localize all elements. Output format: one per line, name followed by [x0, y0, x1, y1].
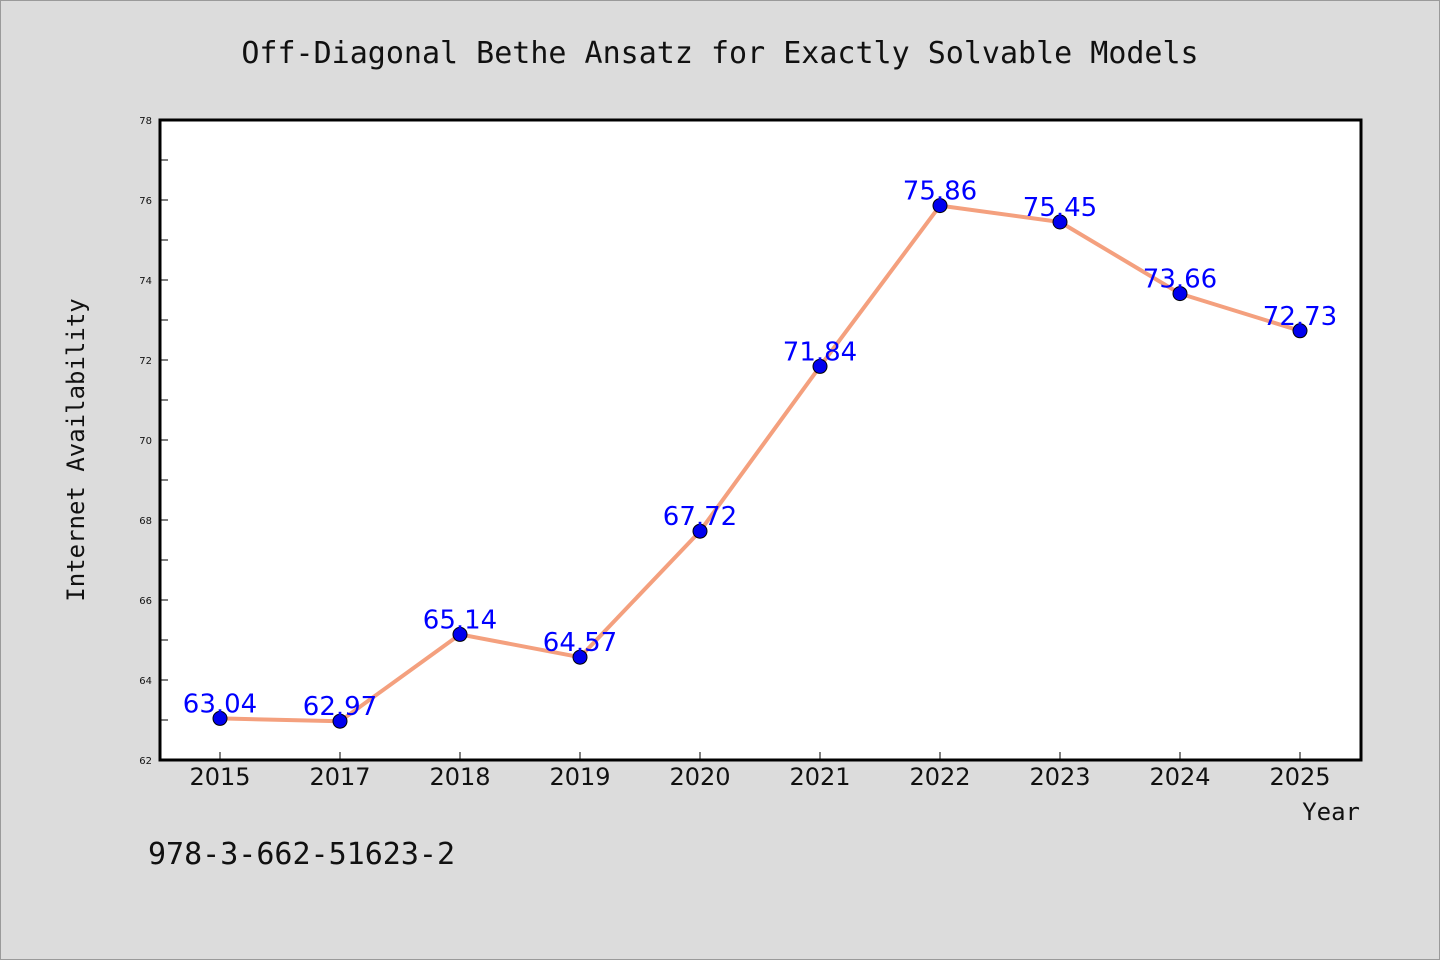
data-label: 72.73 [1263, 302, 1337, 332]
data-point [332, 713, 348, 729]
y-tick-label: 76 [139, 196, 152, 207]
data-label: 67.72 [663, 502, 737, 532]
y-tick-label: 72 [139, 356, 152, 367]
data-point [932, 198, 948, 214]
data-point [1292, 323, 1308, 339]
x-tick-label: 2023 [1029, 763, 1090, 791]
y-tick-label: 62 [139, 756, 152, 767]
y-tick-label: 66 [139, 596, 152, 607]
data-labels: 63.04 62.97 65.14 64.57 67.72 71.84 75.86 75.45… [183, 177, 1337, 723]
data-point [1172, 286, 1188, 302]
data-label: 63.04 [183, 689, 257, 719]
data-label: 73.66 [1143, 265, 1217, 295]
data-label: 75.86 [903, 177, 977, 207]
x-tick-label: 2019 [549, 763, 610, 791]
x-axis-ticks: 2015 2017 2018 2019 2020 2021 2022 2023 2024 2025 [189, 752, 1331, 791]
y-tick-label: 64 [139, 676, 152, 687]
data-point [452, 626, 468, 642]
y-tick-label: 74 [139, 276, 152, 287]
plot-area [160, 120, 1361, 760]
data-point [572, 649, 588, 665]
data-markers [212, 198, 1308, 729]
y-axis-label: Internet Availability [62, 298, 90, 601]
y-tick-label: 78 [139, 116, 152, 127]
x-tick-label: 2024 [1149, 763, 1210, 791]
x-tick-label: 2022 [909, 763, 970, 791]
data-label: 62.97 [303, 692, 377, 722]
x-tick-label: 2015 [189, 763, 250, 791]
data-point [212, 710, 228, 726]
x-tick-label: 2018 [429, 763, 490, 791]
isbn-text: 978-3-662-51623-2 [148, 837, 455, 872]
data-label: 65.14 [423, 605, 497, 635]
data-point [812, 358, 828, 374]
data-label: 71.84 [783, 337, 857, 367]
x-tick-label: 2025 [1269, 763, 1330, 791]
data-label: 75.45 [1023, 193, 1097, 223]
data-point [1052, 214, 1068, 230]
data-point [692, 523, 708, 539]
x-tick-label: 2017 [309, 763, 370, 791]
data-label: 64.57 [543, 628, 617, 658]
y-tick-label: 68 [139, 516, 152, 527]
plot-border [158, 118, 1363, 762]
series-line [219, 203, 1301, 724]
series-line-group [219, 203, 1301, 724]
chart-title: Off-Diagonal Bethe Ansatz for Exactly So… [241, 36, 1198, 71]
x-axis-label: Year [1302, 798, 1360, 826]
y-tick-label: 70 [139, 436, 152, 447]
x-tick-label: 2021 [789, 763, 850, 791]
x-tick-label: 2020 [669, 763, 730, 791]
